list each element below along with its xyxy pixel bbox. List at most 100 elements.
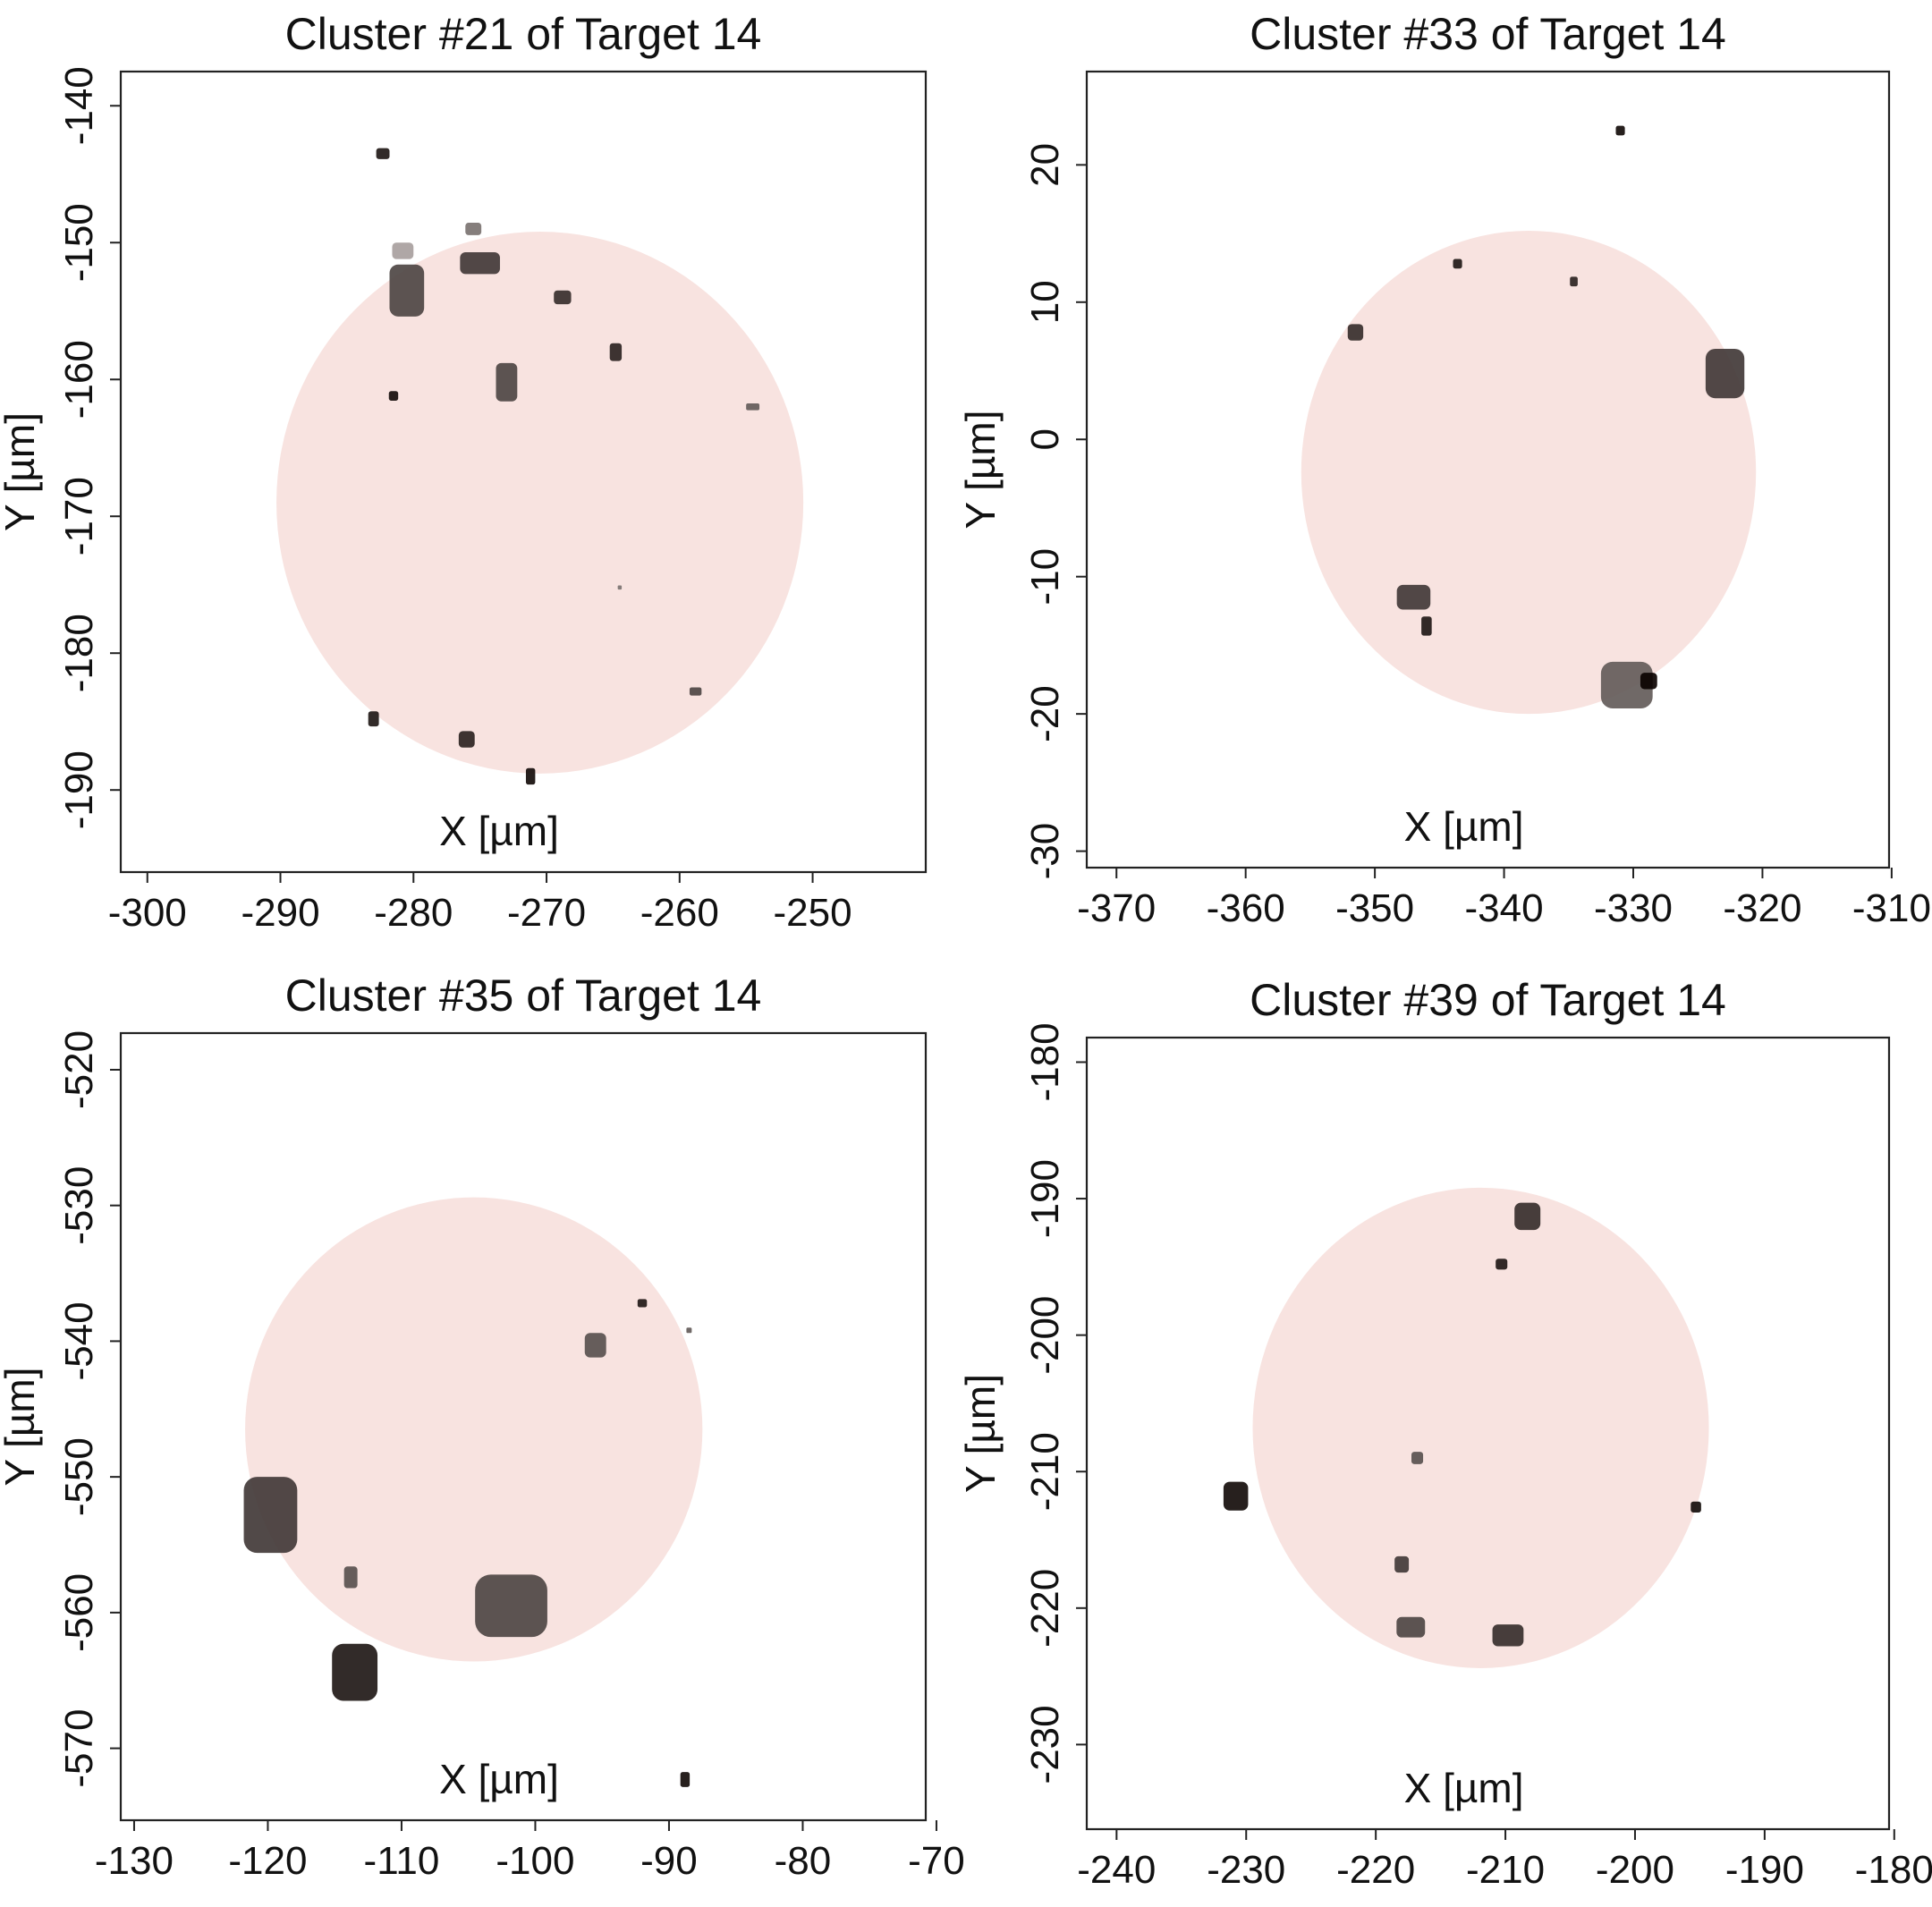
y-tick-label: 0 <box>1023 428 1067 450</box>
x-tick-label: -280 <box>374 891 453 935</box>
data-point <box>1394 1555 1410 1573</box>
y-tick-label: -160 <box>57 340 101 419</box>
y-tick-label: -20 <box>1023 685 1067 742</box>
y-tick-label: -230 <box>1023 1705 1067 1784</box>
data-point <box>554 290 572 305</box>
data-point <box>1453 259 1462 269</box>
data-point <box>1705 348 1745 399</box>
data-point <box>1600 661 1653 708</box>
x-tick-label: -100 <box>496 1839 574 1883</box>
data-point <box>1396 584 1431 610</box>
data-point <box>243 1477 298 1554</box>
data-point <box>1421 616 1432 636</box>
y-tick-label: -540 <box>57 1301 101 1380</box>
data-point <box>465 223 482 235</box>
y-tick-label: -150 <box>57 203 101 282</box>
data-point <box>343 1566 358 1589</box>
x-tick-label: -130 <box>95 1839 174 1883</box>
y-tick-label: -570 <box>57 1709 101 1788</box>
x-axis-label: X [µm] <box>439 1756 559 1802</box>
y-tick-label: -560 <box>57 1573 101 1652</box>
y-axis-label: Y [µm] <box>957 1374 1004 1493</box>
target-circle <box>1301 231 1757 715</box>
chart-title: Cluster #33 of Target 14 <box>1250 9 1726 59</box>
x-tick-label: -340 <box>1465 886 1544 930</box>
data-point <box>1615 125 1625 136</box>
x-tick-label: -120 <box>228 1839 307 1883</box>
x-tick-label: -220 <box>1336 1848 1415 1892</box>
data-point <box>1514 1202 1541 1231</box>
chart-panel-2: -370 -360 -350 -340 -330 -320 -310 20 10 0 -10 -20 -… <box>957 9 1931 930</box>
chart-title: Cluster #21 of Target 14 <box>285 9 762 59</box>
data-point <box>1492 1624 1524 1647</box>
y-tick-label: -200 <box>1023 1296 1067 1375</box>
y-tick-label: -190 <box>1023 1159 1067 1238</box>
x-tick-label: -210 <box>1466 1848 1545 1892</box>
y-tick-label: -530 <box>57 1166 101 1245</box>
data-point <box>525 767 536 785</box>
data-point <box>1396 1616 1426 1638</box>
target-circle <box>1252 1187 1709 1668</box>
x-tick-label: -190 <box>1725 1848 1804 1892</box>
y-tick-label: -180 <box>1023 1022 1067 1101</box>
data-point <box>689 687 702 696</box>
x-tick-label: -310 <box>1852 886 1931 930</box>
y-axis-label: Y [µm] <box>0 1367 43 1486</box>
chart-title: Cluster #35 of Target 14 <box>285 970 762 1021</box>
x-tick-label: -260 <box>640 891 719 935</box>
plot-frame <box>1085 1036 1891 1831</box>
data-point <box>680 1772 691 1787</box>
x-tick-label: -370 <box>1077 886 1156 930</box>
x-axis-label: X [µm] <box>1404 1765 1524 1811</box>
data-point <box>746 403 760 411</box>
y-tick-label: -550 <box>57 1437 101 1516</box>
chart-title: Cluster #39 of Target 14 <box>1250 975 1726 1025</box>
data-point <box>1640 673 1657 690</box>
data-point <box>376 148 390 159</box>
x-tick-label: -70 <box>908 1839 965 1883</box>
y-tick-label: -520 <box>57 1030 101 1109</box>
plot-frame <box>1085 70 1891 869</box>
x-tick-label: -270 <box>507 891 586 935</box>
x-tick-label: -320 <box>1723 886 1801 930</box>
x-tick-label: -90 <box>640 1839 698 1883</box>
y-axis-label: Y [µm] <box>957 410 1004 529</box>
y-tick-label: -220 <box>1023 1569 1067 1648</box>
data-point <box>332 1643 378 1701</box>
data-point <box>458 731 475 748</box>
y-tick-label: -140 <box>57 66 101 145</box>
y-tick-label: -190 <box>57 750 101 829</box>
x-tick-label: -290 <box>241 891 319 935</box>
data-point <box>584 1333 606 1358</box>
chart-panel-3: -130 -120 -110 -100 -90 -80 -70 -520 -530 -540 -55… <box>0 970 965 1883</box>
data-point <box>392 242 414 259</box>
chart-panel-1: -300 -290 -280 -270 -260 -250 -140 -150 -160 -170… <box>0 9 928 935</box>
x-tick-label: -240 <box>1077 1848 1156 1892</box>
x-tick-label: -300 <box>108 891 187 935</box>
data-point <box>609 343 623 361</box>
y-tick-label: 10 <box>1023 280 1067 324</box>
x-tick-label: -110 <box>364 1839 440 1883</box>
data-point <box>389 264 425 317</box>
data-point <box>1411 1452 1424 1464</box>
data-point <box>686 1327 692 1334</box>
x-tick-label: -350 <box>1335 886 1414 930</box>
y-tick-label: -170 <box>57 477 101 555</box>
y-tick-label: -30 <box>1023 823 1067 880</box>
x-axis-label: X [µm] <box>439 808 559 854</box>
data-point <box>1690 1501 1701 1513</box>
y-tick-label: 20 <box>1023 143 1067 187</box>
data-point <box>496 362 518 402</box>
target-circle <box>245 1197 703 1662</box>
data-point <box>1496 1259 1508 1270</box>
data-point <box>617 585 623 590</box>
plot-frame <box>119 1031 928 1822</box>
y-axis-label: Y [µm] <box>0 412 43 531</box>
plot-frame <box>119 70 928 874</box>
data-point <box>475 1574 547 1638</box>
y-tick-label: -210 <box>1023 1432 1067 1511</box>
data-point <box>1570 276 1578 287</box>
y-tick-label: -180 <box>57 614 101 692</box>
y-tick-label: -10 <box>1023 548 1067 606</box>
